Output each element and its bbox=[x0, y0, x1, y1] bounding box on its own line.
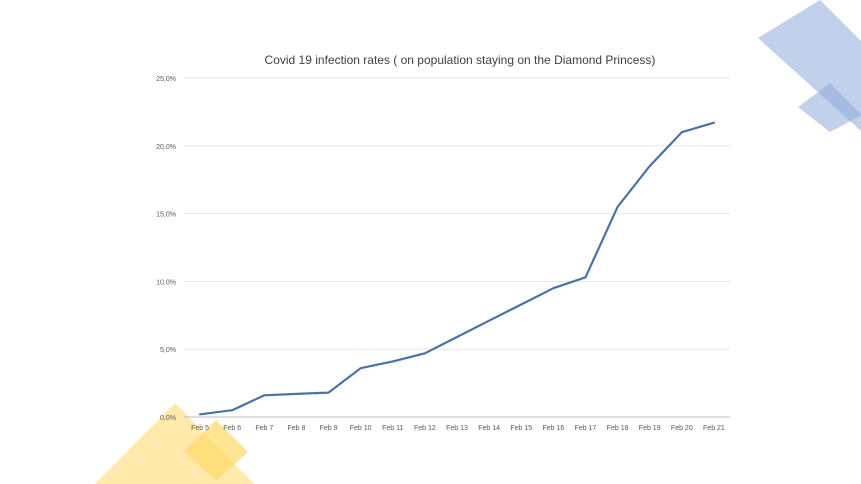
x-tick-label: Feb 14 bbox=[478, 425, 500, 432]
blue-diamond-small bbox=[798, 83, 861, 132]
x-tick-label: Feb 19 bbox=[639, 425, 661, 432]
y-tick-label: 10,0% bbox=[156, 279, 176, 286]
x-tick-label: Feb 7 bbox=[255, 425, 273, 432]
x-tick-label: Feb 20 bbox=[671, 425, 693, 432]
y-tick-label: 20,0% bbox=[156, 144, 176, 151]
x-tick-label: Feb 17 bbox=[575, 425, 597, 432]
y-tick-label: 15,0% bbox=[156, 212, 176, 219]
x-tick-label: Feb 12 bbox=[414, 425, 436, 432]
x-tick-label: Feb 9 bbox=[320, 425, 338, 432]
chart-title: Covid 19 infection rates ( on population… bbox=[264, 53, 656, 67]
y-tick-label: 5,0% bbox=[160, 347, 176, 354]
y-tick-label: 0,0% bbox=[160, 415, 176, 422]
x-tick-label: Feb 21 bbox=[703, 425, 725, 432]
x-tick-label: Feb 13 bbox=[446, 425, 468, 432]
yellow-diamond-small bbox=[184, 420, 248, 481]
y-tick-label: 25,0% bbox=[156, 76, 176, 83]
x-tick-label: Feb 11 bbox=[382, 425, 403, 432]
x-tick-label: Feb 16 bbox=[542, 425, 564, 432]
x-tick-label: Feb 5 bbox=[191, 425, 209, 432]
x-tick-label: Feb 6 bbox=[223, 425, 241, 432]
x-tick-label: Feb 10 bbox=[350, 425, 372, 432]
x-tick-label: Feb 18 bbox=[607, 425, 629, 432]
series-line bbox=[199, 121, 716, 416]
x-tick-label: Feb 8 bbox=[287, 425, 305, 432]
x-tick-label: Feb 15 bbox=[510, 425, 532, 432]
